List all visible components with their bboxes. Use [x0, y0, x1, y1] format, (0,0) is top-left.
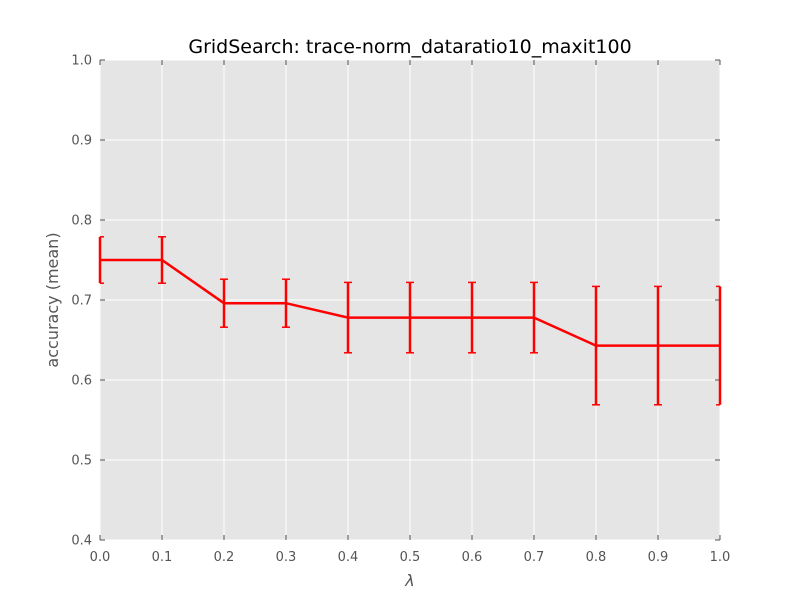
y-tick-label: 0.4 — [71, 534, 92, 549]
y-tick-label: 1.0 — [71, 54, 92, 69]
x-tick-label: 0.5 — [400, 550, 421, 565]
x-tick-label: 0.0 — [90, 550, 111, 565]
x-tick-label: 0.9 — [648, 550, 669, 565]
x-tick-label: 0.1 — [152, 550, 173, 565]
ticks — [99, 59, 721, 541]
y-tick-label: 0.8 — [71, 214, 92, 229]
x-tick-label: 0.8 — [586, 550, 607, 565]
x-tick-label: 0.4 — [338, 550, 359, 565]
tick-labels: 0.0 0.1 0.2 0.3 0.4 0.5 0.6 0.7 0.8 0.9 1.0 0.4 0.5 0… — [71, 54, 730, 566]
x-tick-label: 0.7 — [524, 550, 545, 565]
y-tick-label: 0.6 — [71, 374, 92, 389]
x-tick-label: 0.2 — [214, 550, 235, 565]
y-tick-label: 0.5 — [71, 454, 92, 469]
series-group — [100, 258, 720, 347]
x-tick-label: 0.6 — [462, 550, 483, 565]
x-axis-label: λ — [404, 571, 414, 590]
y-axis-label: accuracy (mean) — [43, 232, 62, 367]
chart-title: GridSearch: trace-norm_dataratio10_maxit… — [188, 36, 631, 58]
series-line — [100, 258, 720, 347]
y-tick-label: 0.7 — [71, 294, 92, 309]
x-tick-label: 0.3 — [276, 550, 297, 565]
x-tick-label: 1.0 — [710, 550, 731, 565]
y-tick-label: 0.9 — [71, 134, 92, 149]
